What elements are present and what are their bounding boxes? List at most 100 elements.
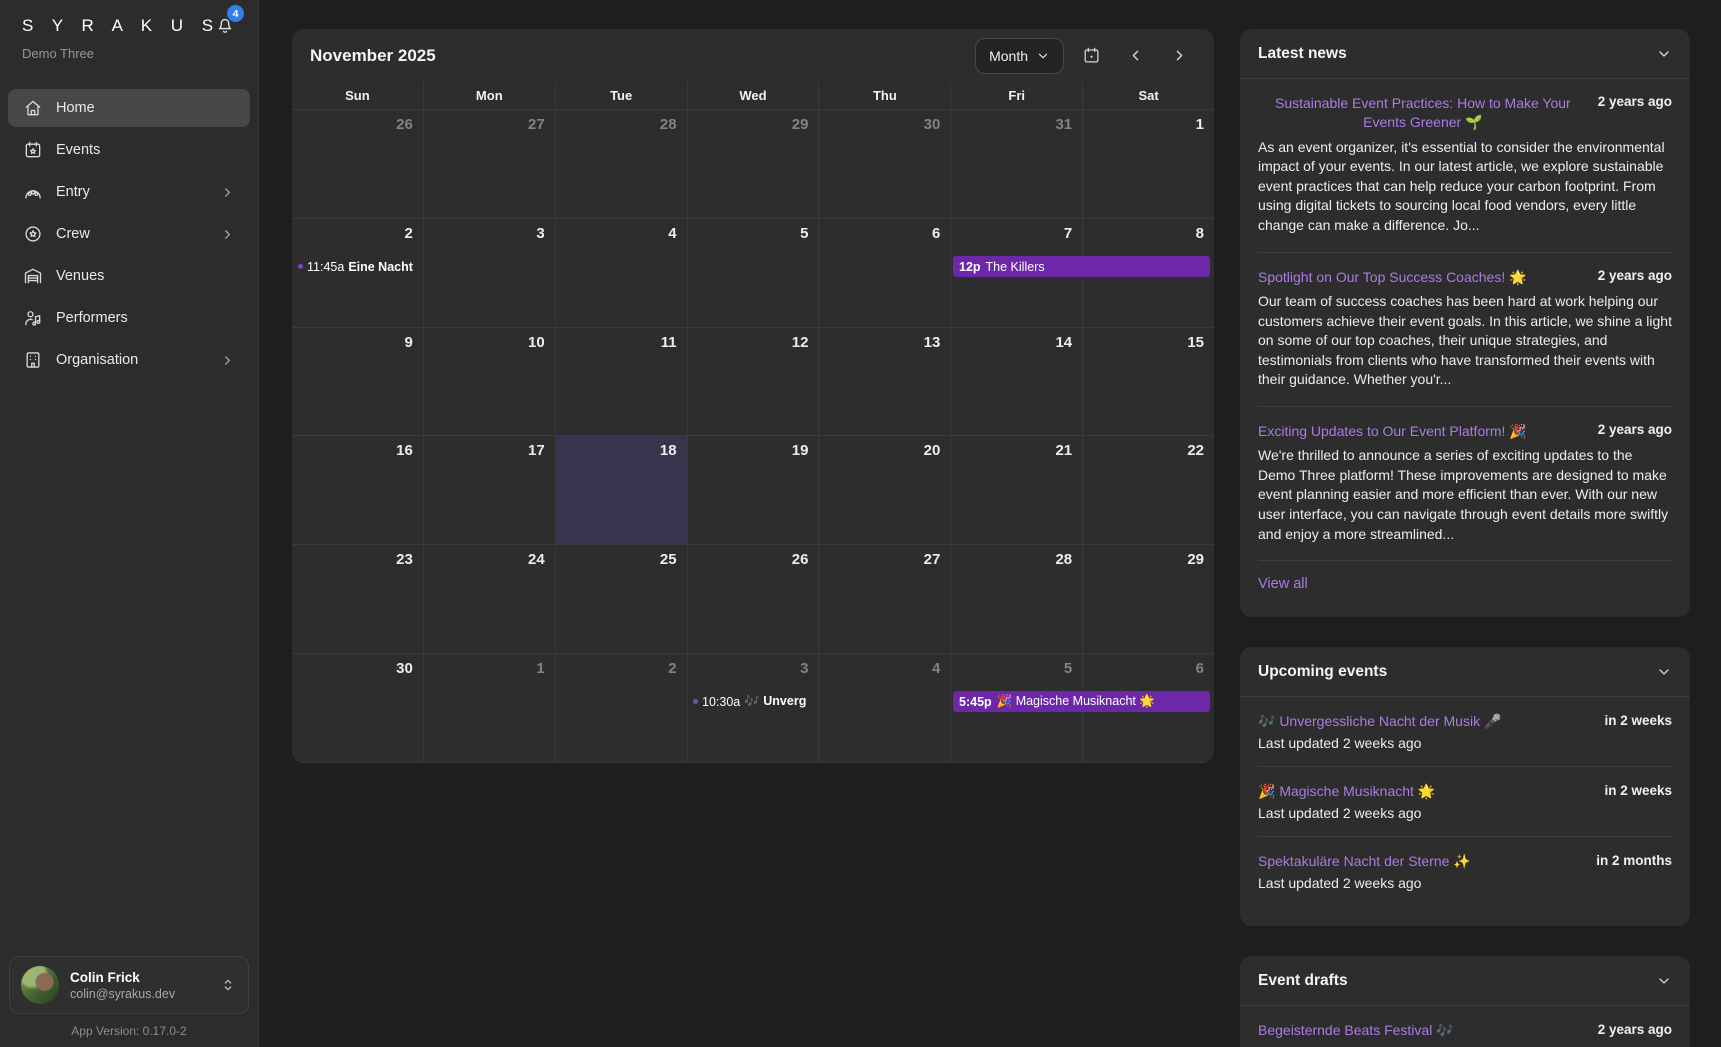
- sidebar-item-performers[interactable]: Performers: [8, 299, 250, 337]
- calendar-cell[interactable]: 13: [819, 327, 952, 436]
- calendar-event[interactable]: 10:30a 🎶 Unverg: [691, 691, 815, 712]
- day-number: 11: [660, 333, 677, 351]
- calendar-cell[interactable]: 30: [292, 654, 424, 762]
- calendar-cell[interactable]: 26: [688, 545, 820, 654]
- calendar-cell[interactable]: 8: [1083, 219, 1214, 327]
- calendar-cell[interactable]: 22: [1083, 436, 1214, 544]
- calendar-cell[interactable]: 15: [1083, 328, 1214, 436]
- sidebar-item-label: Crew: [56, 226, 90, 242]
- event-when: 2 years ago: [1597, 1022, 1672, 1037]
- event-title[interactable]: 🎉 Magische Musiknacht 🌟: [1258, 783, 1436, 799]
- chevron-down-icon[interactable]: [1656, 664, 1672, 680]
- calendar-cell[interactable]: 23: [292, 545, 424, 654]
- calendar-cell[interactable]: 29: [688, 110, 820, 218]
- event-title[interactable]: Spektakuläre Nacht der Sterne ✨: [1258, 853, 1471, 869]
- sidebar-item-entry[interactable]: Entry: [8, 173, 250, 211]
- calendar-cell[interactable]: 21: [951, 436, 1084, 545]
- calendar-cell[interactable]: 4: [819, 654, 952, 762]
- prev-month-button[interactable]: [1118, 39, 1152, 73]
- sidebar-item-label: Events: [56, 142, 101, 158]
- day-number: 26: [396, 116, 413, 133]
- news-item-title[interactable]: Exciting Updates to Our Event Platform! …: [1258, 422, 1527, 439]
- calendar-cell[interactable]: 20: [819, 436, 952, 545]
- calendar-cell[interactable]: 10: [424, 327, 556, 436]
- calendar-cell[interactable]: 27: [424, 110, 556, 218]
- performer-icon: [23, 308, 43, 328]
- calendar-day-headers: Sun Mon Tue Wed Thu Fri Sat: [292, 82, 1214, 110]
- day-number: 30: [396, 660, 413, 678]
- list-item: 🎉 Magische Musiknacht 🌟 in 2 weeks Last …: [1258, 766, 1672, 836]
- calendar-cell[interactable]: 30: [819, 110, 952, 218]
- day-number: 29: [791, 116, 809, 133]
- calendar-cell-today[interactable]: 18: [555, 436, 688, 545]
- next-month-button[interactable]: [1162, 39, 1196, 73]
- calendar-cell[interactable]: 26: [292, 110, 424, 218]
- calendar-event[interactable]: 5:45p 🎉 Magische Musiknacht 🌟: [953, 691, 1210, 712]
- calendar-cell[interactable]: 24: [424, 545, 556, 654]
- calendar-cell[interactable]: 6: [1083, 654, 1214, 762]
- calendar-cell[interactable]: 28: [556, 110, 688, 218]
- calendar-cell[interactable]: 3: [424, 218, 556, 327]
- calendar-cell[interactable]: 31: [951, 110, 1084, 218]
- day-number: 9: [404, 333, 413, 351]
- calendar-cell[interactable]: 28: [951, 545, 1084, 654]
- day-number: 6: [1195, 660, 1205, 678]
- calendar-cell[interactable]: 2: [556, 654, 688, 762]
- calendar-cell[interactable]: 3: [688, 654, 820, 762]
- calendar-cell[interactable]: 6: [819, 218, 952, 327]
- calendar-cell[interactable]: 12: [688, 327, 820, 436]
- sidebar-item-organisation[interactable]: Organisation: [8, 341, 250, 379]
- calendar-cell[interactable]: 1: [1083, 110, 1214, 218]
- event-time: 12p: [959, 259, 981, 274]
- app-logo: S Y R A K U S: [22, 16, 221, 35]
- calendar-today-icon: [1082, 46, 1101, 65]
- calendar-cell[interactable]: 29: [1083, 545, 1214, 653]
- calendar-cell[interactable]: 25: [556, 545, 688, 654]
- sidebar-item-events[interactable]: Events: [8, 131, 250, 169]
- event-when: in 2 weeks: [1604, 783, 1672, 798]
- calendar-cell[interactable]: 14: [951, 327, 1084, 436]
- sidebar-item-label: Entry: [56, 184, 90, 200]
- view-select[interactable]: Month: [975, 37, 1064, 74]
- sidebar-item-venues[interactable]: Venues: [8, 257, 250, 295]
- calendar-week-row: 9 10 11 12 13 14 15: [292, 327, 1214, 437]
- day-number: 4: [931, 660, 941, 678]
- day-number: 3: [536, 224, 545, 242]
- calendar-title: November 2025: [310, 45, 436, 65]
- notifications-button[interactable]: 4: [214, 5, 244, 36]
- news-item-title[interactable]: Sustainable Event Practices: How to Make…: [1274, 95, 1571, 131]
- day-number: 18: [659, 442, 677, 460]
- calendar-event[interactable]: 12p The Killers: [953, 256, 1210, 277]
- news-item-title[interactable]: Spotlight on Our Top Success Coaches! 🌟: [1258, 268, 1527, 285]
- calendar-event[interactable]: 11:45a Eine Nacht: [296, 256, 420, 277]
- calendar-cell[interactable]: 17: [424, 436, 556, 545]
- calendar-cell[interactable]: 9: [292, 327, 424, 436]
- day-number: 1: [1195, 116, 1205, 133]
- sidebar-item-home[interactable]: Home: [8, 89, 250, 127]
- day-header-tue: Tue: [556, 82, 688, 109]
- calendar-cell[interactable]: 16: [292, 436, 424, 545]
- calendar-cell[interactable]: 1: [424, 654, 556, 762]
- chevrons-up-down-icon: [220, 977, 236, 993]
- day-number: 27: [923, 551, 941, 569]
- calendar-cell[interactable]: 11: [556, 327, 688, 436]
- today-button[interactable]: [1074, 39, 1108, 73]
- view-all-link[interactable]: View all: [1258, 576, 1308, 593]
- chevron-down-icon[interactable]: [1656, 46, 1672, 62]
- day-number: 17: [528, 442, 545, 460]
- calendar-cell[interactable]: 5: [688, 218, 820, 327]
- chevron-down-icon[interactable]: [1656, 973, 1672, 989]
- news-item-time: 2 years ago: [1597, 421, 1672, 437]
- user-menu[interactable]: Colin Frick colin@syrakus.dev: [9, 956, 249, 1014]
- news-item-body: As an event organizer, it's essential to…: [1258, 138, 1665, 233]
- calendar-cell[interactable]: 19: [688, 436, 820, 545]
- calendar-cell[interactable]: 4: [556, 218, 688, 327]
- sidebar-item-crew[interactable]: Crew: [8, 215, 250, 253]
- news-item-body: We're thrilled to announce a series of e…: [1258, 447, 1669, 542]
- event-title[interactable]: Begeisternde Beats Festival 🎶: [1258, 1022, 1454, 1038]
- calendar-cell[interactable]: 27: [819, 545, 952, 654]
- event-time: 5:45p: [959, 694, 992, 709]
- day-number: 13: [923, 333, 941, 351]
- event-title[interactable]: 🎶 Unvergessliche Nacht der Musik 🎤: [1258, 713, 1502, 729]
- calendar-cell[interactable]: 2: [292, 218, 424, 327]
